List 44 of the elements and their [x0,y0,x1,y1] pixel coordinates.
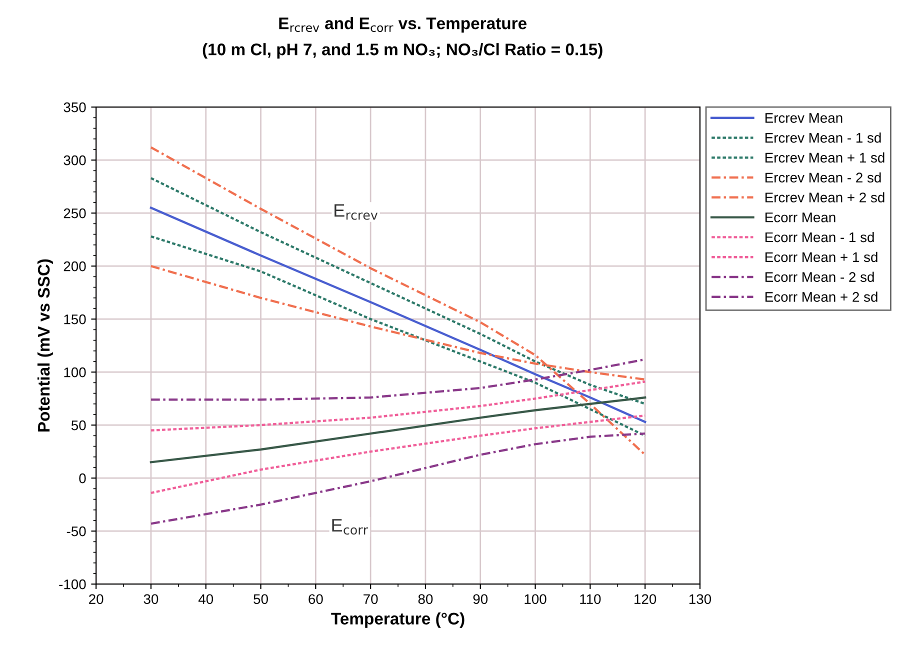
legend-label: Ecorr Mean + 1 sd [765,252,878,262]
y-tick-label: 350 [64,102,86,112]
y-tick-label: 0 [79,473,86,484]
x-tick-label: 80 [418,594,433,604]
legend-label: Ecorr Mean + 2 sd [765,292,878,302]
legend-label: Ecorr Mean - 1 sd [765,232,874,242]
y-tick-label: 200 [64,261,86,272]
legend-label: Ecorr Mean - 2 sd [765,272,874,282]
annotation: E$_{corr}$ [332,519,368,535]
x-tick-label: 130 [689,594,712,604]
line-series [150,414,646,494]
x-tick-label: 70 [364,594,378,604]
y-tick-label: 250 [64,208,86,218]
x-tick-label: 40 [198,594,214,604]
legend-label: Ercrev Mean - 1 sd [765,132,881,143]
line-series [150,235,646,437]
x-axis-title: Temperature (°C) [331,612,464,628]
x-tick-label: 60 [308,594,323,604]
x-tick-label: 30 [144,594,158,604]
y-tick-label: 300 [64,155,86,166]
x-tick-label: 90 [473,594,488,604]
y-tick-label: 100 [64,367,86,378]
line-series [150,176,646,406]
y-tick-label: -100 [59,579,86,590]
chart-title: E$_{rcrev}$ and E$_{corr}$ vs. Temperature [279,17,527,33]
line-series [150,396,646,464]
legend-label: Ecorr Mean [765,212,836,222]
line-series [150,146,646,456]
y-tick-label: -50 [66,526,86,536]
x-tick-label: 20 [89,594,104,604]
y-axis-title: Potential (mV vs SSC) [37,259,53,432]
y-tick-label: 150 [64,314,86,324]
legend-label: Ercrev Mean [765,113,842,123]
x-tick-label: 50 [254,594,268,604]
legend-label: Ercrev Mean + 1 sd [765,152,884,163]
legend-label: Ercrev Mean - 2 sd [765,172,881,183]
annotation: E$_{rcrev}$ [334,204,378,220]
chart-subtitle: (10 m Cl, pH 7, and 1.5 m NO₃; NO₃/Cl Ratio = 0.15) [202,43,602,59]
y-tick-label: 50 [71,420,86,430]
x-tick-label: 110 [580,594,601,604]
legend-label: Ercrev Mean + 2 sd [765,192,884,202]
x-tick-label: 120 [634,594,656,604]
x-tick-label: 100 [524,594,546,604]
line-series [150,380,646,432]
